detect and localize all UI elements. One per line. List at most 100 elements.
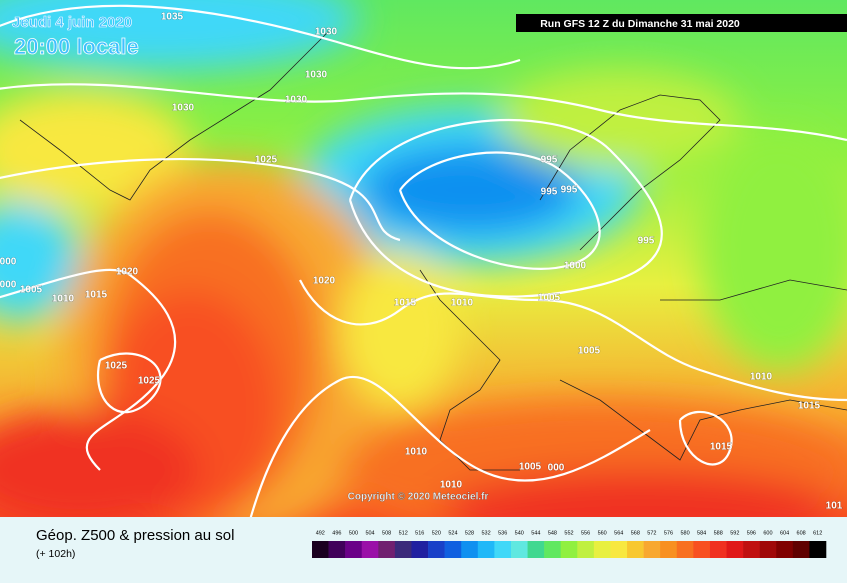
isobar-label: 1005 — [538, 293, 561, 304]
scale-label: 580 — [680, 530, 689, 536]
isobar-label: 1030 — [305, 70, 328, 81]
scale-label: 520 — [432, 530, 441, 536]
isobar-label: 1030 — [315, 27, 338, 38]
run-banner — [516, 14, 847, 32]
scale-swatch — [527, 541, 545, 558]
scale-label: 508 — [382, 530, 391, 536]
scale-swatch — [312, 541, 329, 558]
isobar-label: 1025 — [138, 376, 161, 387]
isobar-label: 1005 — [20, 285, 43, 296]
scale-swatch — [378, 541, 396, 558]
scale-swatch — [792, 541, 810, 558]
scale-label: 584 — [697, 530, 706, 536]
scale-swatch — [577, 541, 595, 558]
isobar-label: 1025 — [255, 155, 278, 166]
isobar-label: 1010 — [451, 298, 474, 309]
isobar-label: 000 — [548, 463, 565, 474]
isobar-label: 1015 — [798, 401, 821, 412]
scale-label: 556 — [581, 530, 590, 536]
scale-swatch — [643, 541, 661, 558]
scale-label: 516 — [415, 530, 424, 536]
scale-label: 588 — [714, 530, 723, 536]
scale-label: 548 — [548, 530, 557, 536]
scale-label: 608 — [797, 530, 806, 536]
scale-swatch — [627, 541, 644, 558]
legend-title: Géop. Z500 & pression au sol — [36, 527, 234, 544]
scale-swatch — [809, 541, 827, 558]
scale-label: 612 — [813, 530, 822, 536]
isobar-label: 101 — [826, 501, 843, 512]
scale-swatch — [610, 541, 628, 558]
forecast-date: Jeudi 4 juin 2020 — [12, 14, 132, 31]
scale-swatch — [477, 541, 495, 558]
scale-swatch — [726, 541, 744, 558]
isobar-label: 1005 — [519, 462, 542, 473]
scale-swatch — [361, 541, 379, 558]
scale-swatch — [676, 541, 694, 558]
scale-swatch — [461, 541, 479, 558]
scale-swatch — [544, 541, 562, 558]
scale-swatch — [709, 541, 727, 558]
scale-swatch — [693, 541, 711, 558]
isobar-label: 1005 — [578, 346, 601, 357]
scale-label: 600 — [763, 530, 772, 536]
scale-swatch — [494, 541, 512, 558]
scale-label: 500 — [349, 530, 358, 536]
scale-label: 504 — [365, 530, 374, 536]
scale-label: 564 — [614, 530, 623, 536]
scale-label: 528 — [465, 530, 474, 536]
isobar-label: 1010 — [440, 480, 463, 491]
scale-swatch — [560, 541, 578, 558]
scale-label: 544 — [531, 530, 540, 536]
isobar-label: 000 — [0, 280, 17, 291]
scale-swatch — [345, 541, 363, 558]
run-info: Run GFS 12 Z du Dimanche 31 mai 2020 — [540, 18, 740, 30]
isobar-label: 1000 — [564, 261, 587, 272]
scale-label: 560 — [598, 530, 607, 536]
scale-label: 536 — [498, 530, 507, 536]
isobar-label: 995 — [541, 155, 558, 166]
scale-swatch — [428, 541, 445, 558]
scale-swatch — [759, 541, 777, 558]
scale-swatch — [660, 541, 678, 558]
isobar-label: 995 — [638, 236, 655, 247]
isobar-label: 1025 — [105, 361, 128, 372]
scale-swatch — [593, 541, 611, 558]
scale-label: 492 — [316, 530, 325, 536]
scale-label: 512 — [399, 530, 408, 536]
isobar-label: 1020 — [313, 276, 336, 287]
isobar-label: 1015 — [710, 442, 733, 453]
isobar-label: 995 — [561, 185, 578, 196]
isobar-label: 1010 — [405, 447, 428, 458]
isobar-label: 000 — [0, 257, 17, 268]
scale-swatch — [510, 541, 528, 558]
scale-label: 568 — [631, 530, 640, 536]
isobar-label: 1035 — [161, 12, 184, 23]
isobars — [0, 4, 847, 517]
scale-label: 596 — [747, 530, 756, 536]
scale-swatch — [328, 541, 346, 558]
isobar-label: 1020 — [116, 267, 139, 278]
scale-label: 524 — [448, 530, 457, 536]
scale-swatch — [743, 541, 760, 558]
scale-label: 604 — [780, 530, 789, 536]
scale-swatch — [394, 541, 412, 558]
isobar-label: 1010 — [750, 372, 773, 383]
scale-label: 576 — [664, 530, 673, 536]
scale-label: 572 — [647, 530, 656, 536]
scale-label: 540 — [515, 530, 524, 536]
scale-swatch — [444, 541, 462, 558]
forecast-time: 20:00 locale — [14, 34, 139, 59]
scale-label: 532 — [482, 530, 491, 536]
isobar-label: 1030 — [285, 95, 308, 106]
legend-lead: (+ 102h) — [36, 548, 75, 560]
scale-swatch — [776, 541, 794, 558]
copyright: Copyright © 2020 Meteociel.fr — [348, 492, 489, 503]
isobar-label: 995 — [541, 187, 558, 198]
scale-swatch — [411, 541, 429, 558]
isobar-label: 1015 — [85, 290, 108, 301]
isobar-label: 1015 — [394, 298, 417, 309]
isobar-label: 1010 — [52, 294, 75, 305]
